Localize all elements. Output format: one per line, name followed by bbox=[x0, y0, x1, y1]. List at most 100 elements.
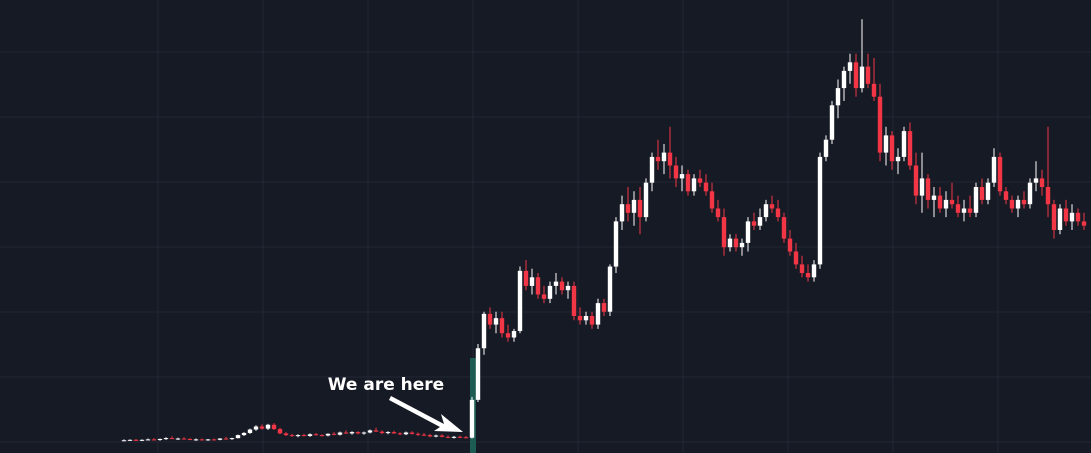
candle-body bbox=[1057, 208, 1063, 230]
candle-body bbox=[925, 178, 931, 200]
candle-body bbox=[361, 432, 367, 434]
candle-body bbox=[169, 438, 175, 440]
candle-body bbox=[451, 436, 457, 438]
candle-body bbox=[631, 199, 637, 213]
candle-body bbox=[607, 266, 613, 312]
candle-body bbox=[793, 251, 799, 265]
candle-body bbox=[547, 285, 553, 299]
candle-body bbox=[919, 178, 925, 196]
candle-body bbox=[259, 426, 265, 429]
candle-body bbox=[769, 204, 775, 209]
candle-body bbox=[337, 432, 343, 435]
candle-body bbox=[691, 178, 697, 192]
candle-body bbox=[1015, 199, 1021, 209]
candle-body bbox=[529, 277, 535, 286]
candle-body bbox=[367, 430, 373, 433]
candle-body bbox=[835, 88, 841, 106]
candle-body bbox=[331, 433, 337, 435]
candle-body bbox=[241, 432, 247, 436]
candle-body bbox=[541, 294, 547, 299]
candle-body bbox=[889, 135, 895, 162]
candle-body bbox=[463, 437, 469, 439]
candle-body bbox=[811, 264, 817, 278]
candle-body bbox=[1045, 187, 1051, 205]
candle-body bbox=[571, 285, 577, 316]
candle-body bbox=[187, 438, 193, 440]
candle-body bbox=[649, 156, 655, 183]
candle-body bbox=[253, 426, 259, 430]
candle-body bbox=[751, 221, 757, 226]
candle-body bbox=[355, 432, 361, 434]
candle-body bbox=[721, 217, 727, 248]
candle-body bbox=[697, 178, 703, 183]
candle-body bbox=[415, 433, 421, 435]
candle-body bbox=[343, 432, 349, 434]
candle-body bbox=[829, 105, 835, 140]
candle-body bbox=[643, 182, 649, 218]
candle-body bbox=[271, 424, 277, 430]
candle-body bbox=[439, 435, 445, 437]
candle-body bbox=[1075, 212, 1081, 222]
candle-body bbox=[883, 135, 889, 153]
candle-body bbox=[1021, 199, 1027, 205]
candle-body bbox=[1039, 178, 1045, 187]
candle-body bbox=[319, 435, 325, 437]
candle-body bbox=[457, 436, 463, 438]
candle-body bbox=[823, 139, 829, 157]
candle-body bbox=[469, 399, 475, 438]
candle-body bbox=[619, 204, 625, 222]
arrow bbox=[389, 396, 463, 432]
candle-body bbox=[229, 438, 235, 440]
candle-body bbox=[199, 439, 205, 441]
candle-body bbox=[289, 435, 295, 437]
candle-body bbox=[709, 191, 715, 209]
candle-body bbox=[817, 156, 823, 265]
candle-body bbox=[301, 435, 307, 437]
candle-body bbox=[985, 182, 991, 200]
candle-body bbox=[1033, 178, 1039, 183]
candle-body bbox=[973, 187, 979, 213]
candle-body bbox=[349, 432, 355, 434]
candle-body bbox=[163, 438, 169, 440]
candle-body bbox=[157, 438, 163, 440]
candle-body bbox=[373, 430, 379, 432]
candle-body bbox=[1081, 221, 1087, 226]
candle-body bbox=[673, 165, 679, 179]
candle-body bbox=[517, 270, 523, 332]
candle-body bbox=[901, 131, 907, 157]
candle-body bbox=[805, 273, 811, 278]
candle-body bbox=[145, 439, 151, 441]
candle-body bbox=[685, 174, 691, 192]
candle-body bbox=[637, 199, 643, 218]
candle-body bbox=[553, 281, 559, 286]
candle-body bbox=[523, 270, 529, 286]
candle-body bbox=[175, 438, 181, 440]
candle-body bbox=[481, 313, 487, 349]
candle-body bbox=[733, 238, 739, 248]
candle-body bbox=[847, 62, 853, 71]
candle-body bbox=[877, 96, 883, 153]
candle-body bbox=[661, 152, 667, 162]
candle-body bbox=[409, 432, 415, 434]
candle-body bbox=[655, 156, 661, 162]
candle-body bbox=[703, 182, 709, 192]
candle-body bbox=[265, 424, 271, 429]
candle-body bbox=[799, 264, 805, 273]
candle-body bbox=[427, 435, 433, 437]
candle-body bbox=[499, 318, 505, 334]
candle-body bbox=[613, 221, 619, 267]
candle-body bbox=[727, 238, 733, 248]
candle-body bbox=[589, 316, 595, 325]
candle-body bbox=[1027, 182, 1033, 205]
candle-body bbox=[511, 331, 517, 338]
candle-body bbox=[247, 429, 253, 433]
candle-body bbox=[475, 348, 481, 400]
candle-body bbox=[493, 318, 499, 325]
candle-body bbox=[487, 313, 493, 325]
candle-body bbox=[745, 221, 751, 243]
candle-body bbox=[379, 431, 385, 433]
candle-body bbox=[127, 439, 133, 441]
